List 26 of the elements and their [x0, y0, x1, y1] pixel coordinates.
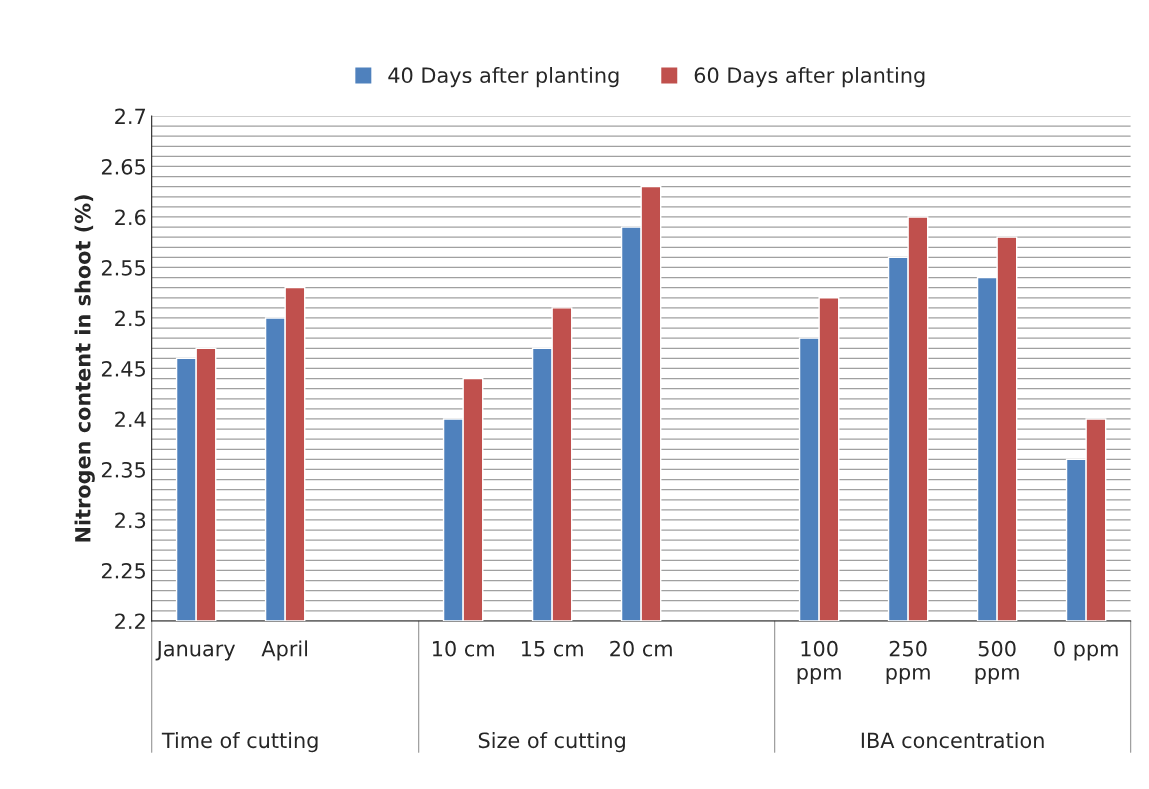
x-tick-label: 500 ppm — [975, 640, 1019, 684]
x-tick-label: 10 cm — [433, 640, 494, 657]
x-tick-label: 250 ppm — [886, 640, 930, 684]
y-tick-label: 2.55 — [101, 259, 145, 276]
y-axis-title: Nitrogen content in shoot (%) — [74, 195, 95, 542]
x-tick-label: 0 ppm — [1054, 640, 1118, 661]
y-tick-label: 2.6 — [115, 209, 146, 226]
x-tick-label: January — [155, 641, 236, 661]
y-tick-label: 2.3 — [115, 512, 146, 529]
y-tick-label: 2.25 — [101, 562, 145, 579]
legend-label: 40 Days after planting — [388, 66, 619, 88]
y-tick-label: 2.4 — [115, 411, 146, 427]
x-tick-label: 20 cm — [610, 640, 672, 657]
text: Time of cutting — [161, 732, 318, 753]
y-tick-label: 2.7 — [115, 108, 146, 124]
y-tick-label: 2.65 — [101, 158, 145, 175]
x-tick-label: 15 cm — [522, 641, 583, 657]
x-tick-label: April — [261, 640, 308, 661]
y-tick-label: 2.2 — [115, 613, 145, 629]
y-tick-label: 2.45 — [101, 360, 145, 377]
y-tick-label: 2.35 — [101, 461, 145, 478]
x-tick-label: 100 ppm — [797, 640, 841, 684]
y-tick-label: 2.5 — [115, 310, 145, 327]
legend-label: 60 Days after planting — [694, 66, 925, 88]
text: Size of cutting — [478, 732, 625, 753]
text: IBA concentration — [861, 732, 1044, 749]
